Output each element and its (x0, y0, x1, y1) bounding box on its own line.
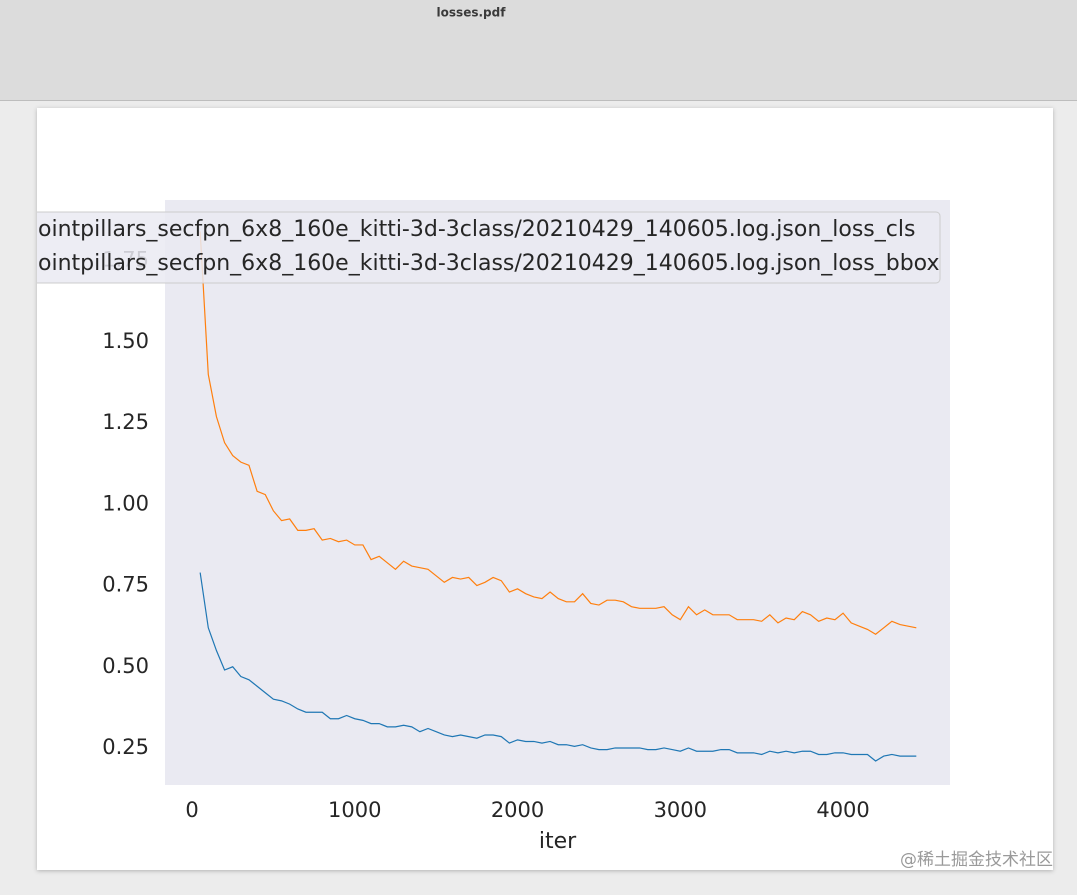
y-tick-label: 0.25 (102, 735, 149, 759)
series-line (199, 572, 917, 762)
legend-box (37, 211, 941, 284)
y-tick-label: 0.75 (102, 573, 149, 597)
y-tick-label: 1.25 (102, 410, 149, 434)
plot-lines (199, 231, 917, 762)
legend: ointpillars_secfpn_6x8_160e_kitti-3d-3cl… (37, 211, 941, 284)
window-title: losses.pdf (437, 6, 507, 20)
chart: 0.250.500.751.001.251.501.75010002000300… (37, 200, 950, 854)
series-line (199, 231, 917, 636)
x-tick-label: 0 (185, 798, 198, 822)
legend-label: ointpillars_secfpn_6x8_160e_kitti-3d-3cl… (38, 251, 939, 276)
x-tick-label: 2000 (491, 798, 544, 822)
y-tick-label: 1.00 (102, 491, 149, 515)
plot-area (165, 200, 950, 785)
toolbar (0, 0, 1077, 100)
x-tick-label: 1000 (328, 798, 381, 822)
x-axis-label: iter (539, 829, 577, 854)
x-tick-label: 4000 (816, 798, 869, 822)
x-tick-label: 3000 (654, 798, 707, 822)
y-tick-label: 1.50 (102, 329, 149, 353)
legend-label: ointpillars_secfpn_6x8_160e_kitti-3d-3cl… (38, 217, 915, 242)
watermark: @稀土掘金技术社区 (900, 850, 1053, 870)
y-tick-label: 0.50 (102, 654, 149, 678)
